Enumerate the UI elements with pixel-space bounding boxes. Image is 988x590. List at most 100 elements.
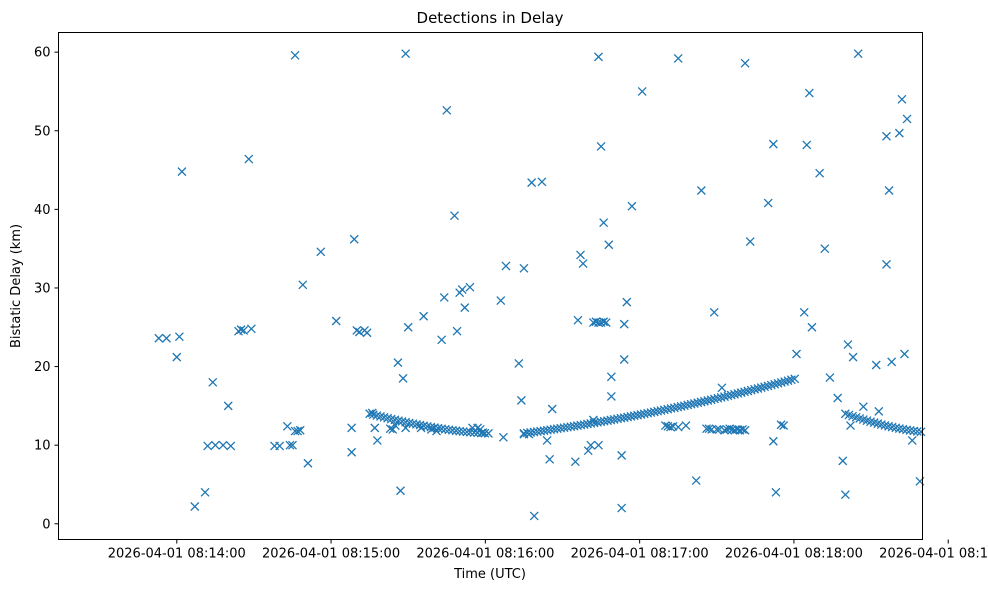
data-point <box>916 427 926 437</box>
data-point <box>743 386 753 396</box>
data-point <box>393 416 403 426</box>
data-point <box>802 140 812 150</box>
data-point <box>390 421 400 430</box>
data-point <box>437 424 447 434</box>
data-point <box>578 259 588 269</box>
data-point <box>669 403 679 413</box>
data-point <box>681 421 691 430</box>
axes-frame <box>58 32 923 540</box>
data-point <box>403 322 413 332</box>
data-point <box>208 377 218 387</box>
data-point <box>666 422 675 432</box>
data-point <box>452 326 462 336</box>
data-point <box>588 415 598 425</box>
data-point <box>666 404 676 413</box>
data-point <box>244 154 254 164</box>
data-point <box>730 389 739 399</box>
data-point <box>763 381 773 391</box>
data-point <box>792 349 801 359</box>
data-point <box>726 390 736 400</box>
data-point <box>768 139 778 149</box>
data-point <box>457 285 467 294</box>
data-point <box>347 447 357 457</box>
data-point <box>619 319 629 329</box>
data-point <box>699 396 709 406</box>
data-point <box>594 440 603 450</box>
y-tick-label: 60 <box>34 46 51 61</box>
data-point <box>599 218 609 228</box>
data-point <box>426 422 436 432</box>
data-point <box>408 419 418 429</box>
data-point <box>362 328 372 338</box>
data-point <box>756 383 766 393</box>
data-point <box>542 435 552 445</box>
data-point <box>451 426 461 436</box>
data-point <box>439 292 449 302</box>
data-point <box>599 317 609 327</box>
data-point <box>768 436 778 446</box>
data-point <box>887 357 897 367</box>
data-point <box>239 325 249 335</box>
data-point <box>288 440 297 450</box>
data-point <box>874 406 884 416</box>
data-point <box>397 416 407 426</box>
data-point <box>415 420 425 430</box>
data-point <box>210 440 220 450</box>
data-point <box>897 94 907 104</box>
data-point <box>783 376 793 386</box>
data-point <box>706 395 716 405</box>
data-point <box>779 421 789 430</box>
data-point <box>293 426 303 436</box>
y-tick-label: 50 <box>34 124 51 139</box>
data-point <box>679 401 689 411</box>
x-tick-label: 2026-04-01 08:19:00 <box>879 547 988 562</box>
data-point <box>776 420 786 430</box>
data-point <box>617 450 627 460</box>
data-point <box>753 384 763 393</box>
data-point <box>704 424 714 434</box>
data-point <box>686 399 696 409</box>
data-point <box>295 425 305 435</box>
data-point <box>594 52 603 62</box>
data-point <box>637 86 647 96</box>
x-axis-label: Time (UTC) <box>453 567 526 582</box>
data-point <box>498 432 508 442</box>
data-point <box>771 487 781 497</box>
data-point <box>398 373 408 383</box>
data-point <box>717 383 727 393</box>
data-point <box>659 405 669 415</box>
data-point <box>401 49 411 59</box>
data-point <box>884 421 894 431</box>
data-point <box>458 427 468 437</box>
data-point <box>576 250 585 260</box>
data-point <box>656 406 666 415</box>
data-point <box>606 372 616 382</box>
y-tick-label: 10 <box>34 439 51 454</box>
data-point <box>519 263 529 273</box>
chart-title: Detections in Delay <box>417 9 564 27</box>
data-point <box>627 201 637 211</box>
data-point <box>673 402 683 412</box>
y-axis-ticks: 0 10 20 30 40 50 60 <box>34 46 59 532</box>
data-point <box>653 406 663 416</box>
data-point <box>820 244 830 254</box>
data-point <box>447 425 457 435</box>
data-point <box>174 332 184 342</box>
data-point <box>709 307 719 317</box>
data-point <box>740 425 750 435</box>
data-point <box>275 441 285 451</box>
data-point <box>738 424 747 434</box>
data-point <box>894 424 904 434</box>
data-point <box>696 186 706 195</box>
data-point <box>246 324 256 334</box>
data-point <box>303 458 313 468</box>
data-point <box>882 131 891 141</box>
data-point <box>622 297 632 307</box>
data-point <box>501 261 511 271</box>
data-point <box>154 333 164 343</box>
data-point <box>404 418 414 428</box>
data-point <box>760 382 770 392</box>
data-point <box>676 401 686 411</box>
